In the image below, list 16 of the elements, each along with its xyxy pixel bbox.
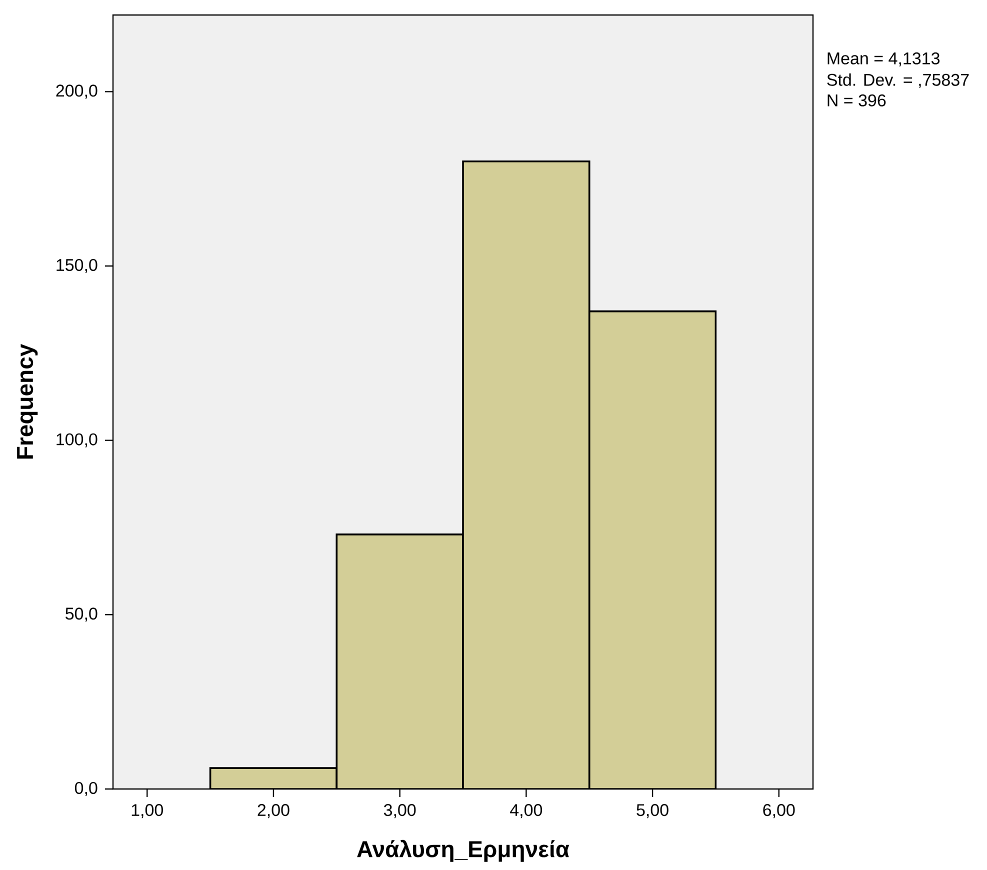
y-tick-label: 150,0 xyxy=(56,259,98,274)
x-tick-label: 3,00 xyxy=(384,804,416,818)
y-tick-label: 100,0 xyxy=(56,433,98,448)
text: Std. Dev. = ,75837 xyxy=(827,73,969,88)
y-tick-label: 0,0 xyxy=(74,782,98,796)
x-tick-label: 5,00 xyxy=(636,804,668,818)
text: N = 396 xyxy=(828,94,886,106)
x-tick-label: 6,00 xyxy=(763,804,795,818)
x-tick-label: 4,00 xyxy=(510,804,542,818)
x-tick-label: 1,00 xyxy=(132,804,163,818)
y-tick-label: 200,0 xyxy=(56,84,98,99)
x-tick-label: 2,00 xyxy=(258,804,290,818)
x-axis-title: Ανάλυση_Ερμηνεία xyxy=(357,840,570,862)
y-tick-label: 50,0 xyxy=(66,608,98,622)
text: Mean = 4,1313 xyxy=(828,52,940,66)
y-axis-title: Frequency xyxy=(17,344,38,459)
